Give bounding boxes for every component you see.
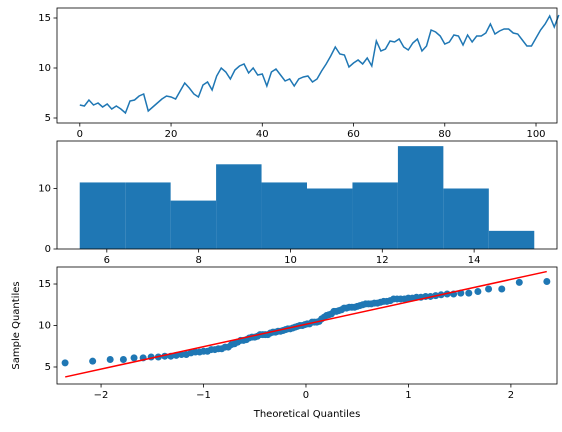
- y-tick-label: 5: [45, 362, 51, 373]
- qq-point: [474, 287, 482, 295]
- x-tick-label: 100: [526, 129, 545, 140]
- histogram-bar: [79, 182, 126, 249]
- histogram-bar: [216, 164, 262, 249]
- x-tick-label: 40: [256, 129, 269, 140]
- histogram-bar: [170, 200, 217, 249]
- qq-point: [515, 278, 523, 286]
- y-tick-label: 0: [45, 244, 51, 255]
- y-tick-label: 10: [38, 183, 51, 194]
- x-tick-label: 12: [376, 255, 389, 266]
- histogram-bar: [125, 182, 171, 249]
- x-tick-label: 8: [195, 255, 201, 266]
- y-tick-label: 15: [38, 279, 51, 290]
- x-tick-label: 2: [508, 390, 514, 401]
- y-tick-label: 10: [38, 63, 51, 74]
- qq-point: [106, 356, 114, 364]
- qq-point: [89, 357, 97, 365]
- x-tick-label: 6: [104, 255, 110, 266]
- axes: −2 −1 0 1 2 5 10 15 Theoretical Quantiles Sample …: [11, 266, 558, 420]
- qq-point: [485, 285, 493, 293]
- histogram-bar: [352, 182, 398, 249]
- qq-point: [543, 278, 551, 286]
- x-tick-label: −1: [196, 390, 211, 401]
- x-tick-label: −2: [94, 390, 109, 401]
- qq-point: [119, 356, 127, 364]
- histogram-bar: [443, 188, 489, 249]
- axes-frame: [56, 140, 558, 250]
- x-tick-label: 60: [347, 129, 360, 140]
- y-tick-label: 5: [45, 113, 51, 124]
- histogram-bar: [261, 182, 307, 249]
- x-tick-label: 1: [405, 390, 411, 401]
- x-tick-label: 80: [438, 129, 451, 140]
- x-axis-label: Theoretical Quantiles: [253, 409, 361, 420]
- axes: 0 20 40 60 80 100 5 10 15: [38, 7, 560, 140]
- histogram-bar: [488, 230, 535, 249]
- x-tick-label: 10: [284, 255, 297, 266]
- qq-point: [61, 359, 69, 367]
- x-tick-label: 20: [165, 129, 178, 140]
- x-tick-label: 14: [468, 255, 481, 266]
- qq-point: [498, 285, 506, 293]
- x-tick-label: 0: [77, 129, 83, 140]
- y-tick-label: 10: [38, 321, 51, 332]
- axes-frame: [56, 7, 558, 124]
- qq-point: [177, 351, 185, 359]
- histogram-bar: [397, 146, 444, 249]
- qq-point: [465, 289, 473, 297]
- x-tick-label: 0: [303, 390, 309, 401]
- line-series: [79, 14, 560, 115]
- fit-line: [65, 270, 547, 378]
- y-axis-label: Sample Quantiles: [11, 281, 22, 369]
- y-tick-label: 15: [38, 13, 51, 24]
- axes: 6 8 10 12 14 0 10: [38, 140, 558, 266]
- qq-point: [130, 354, 138, 362]
- histogram-bar: [307, 188, 353, 249]
